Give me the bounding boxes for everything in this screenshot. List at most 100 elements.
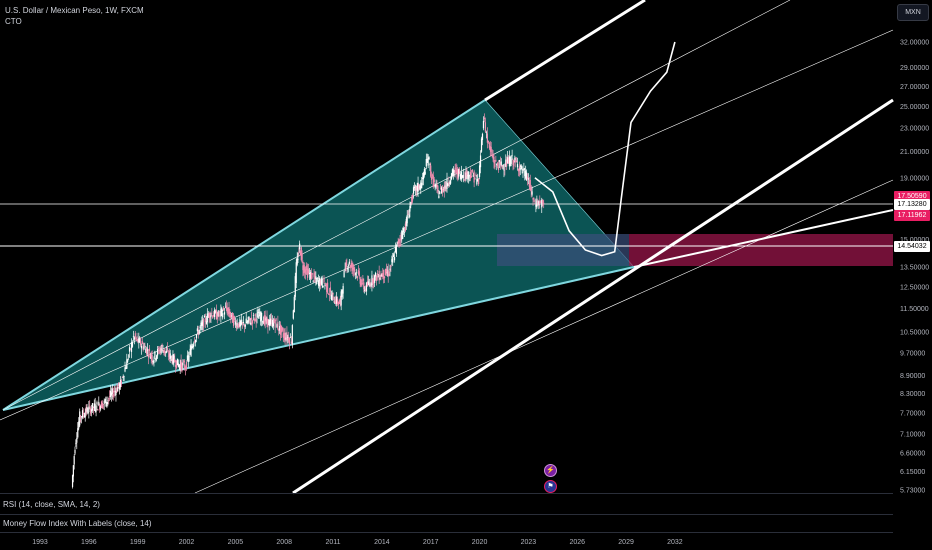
candle-body <box>478 178 480 185</box>
candle-body <box>385 268 388 274</box>
candle-body <box>419 185 421 190</box>
candle-body <box>253 318 255 321</box>
symbol-title[interactable]: U.S. Dollar / Mexican Peso, 1W, FXCM <box>5 6 144 15</box>
rising-wedge-fill <box>3 100 634 410</box>
candle-body <box>297 259 299 260</box>
candle-body <box>512 159 514 165</box>
candle-body <box>151 354 153 361</box>
candle-body <box>172 354 174 364</box>
flag-event-icon[interactable]: ⚑ <box>544 480 557 493</box>
candle-body <box>317 280 320 286</box>
candle-body <box>503 169 505 171</box>
candle-body <box>202 319 204 326</box>
indicator-label-cto[interactable]: CTO <box>5 17 22 26</box>
candle-body <box>256 313 258 318</box>
candle-body <box>274 323 276 328</box>
candle-body <box>114 390 116 392</box>
candle-body <box>267 318 269 328</box>
candle-body <box>414 185 416 190</box>
candle-body <box>176 358 179 366</box>
rsi-indicator-label[interactable]: RSI (14, close, SMA, 14, 2) <box>3 500 100 509</box>
candle-body <box>338 300 340 304</box>
pane-divider-rsi[interactable] <box>0 493 893 494</box>
candle-body <box>241 322 244 324</box>
candle-body <box>164 347 166 353</box>
candle-body <box>154 351 156 357</box>
wedge-upper-line[interactable] <box>2 99 486 411</box>
candle-body <box>529 179 531 190</box>
time-tick-label: 1996 <box>81 539 97 546</box>
candle-body <box>265 318 267 321</box>
price-tick-label: 23.00000 <box>900 126 929 133</box>
price-tag[interactable]: 17.13280 <box>894 199 930 210</box>
candle-body <box>109 396 111 397</box>
price-tag[interactable]: 17.50590 <box>894 191 930 202</box>
candle-body <box>487 140 489 143</box>
channel-lower-thin-line[interactable] <box>194 179 894 494</box>
candle-body <box>307 268 309 278</box>
candle-body <box>442 189 444 190</box>
time-axis[interactable]: 1993 1996 1999 2002 2005 2008 2011 2014 2017 2020… <box>32 539 683 546</box>
candle-body <box>299 250 302 256</box>
candle-body <box>345 262 347 272</box>
candle-body <box>156 349 159 356</box>
time-tick-label: 2032 <box>667 539 683 546</box>
candle-body <box>497 162 499 167</box>
candle-body <box>424 172 426 174</box>
candle-body <box>130 342 133 352</box>
time-tick-label: 2011 <box>326 539 341 546</box>
currency-selector[interactable]: MXN <box>897 4 929 21</box>
candle-body <box>369 282 371 287</box>
candle-body <box>185 362 188 369</box>
candle-body <box>187 355 189 363</box>
candle-body <box>303 265 305 274</box>
candle-body <box>401 230 403 239</box>
candle-body <box>258 315 260 319</box>
candle-body <box>233 316 236 320</box>
candle-body <box>245 318 247 324</box>
candle-body <box>145 348 147 353</box>
candle-body <box>289 338 291 344</box>
candle-body <box>354 269 356 272</box>
candle-body <box>327 293 330 295</box>
pane-divider-mfi[interactable] <box>0 514 893 515</box>
lightning-event-icon[interactable]: ⚡ <box>544 464 557 477</box>
candle-body <box>515 160 517 163</box>
wedge-lower-extension[interactable] <box>633 209 894 268</box>
candle-body <box>466 169 468 177</box>
candle-body <box>413 186 416 189</box>
projection-path[interactable] <box>534 41 676 257</box>
candle-body <box>336 298 339 304</box>
candle-body <box>366 281 369 286</box>
candle-body <box>108 398 110 400</box>
candle-body <box>288 337 290 342</box>
price-tag[interactable]: 17.11962 <box>894 210 930 221</box>
candle-body <box>275 318 277 321</box>
candle-body <box>344 268 346 270</box>
candle-body <box>379 278 381 280</box>
blue-support-zone[interactable] <box>497 234 629 266</box>
candle-body <box>212 315 214 318</box>
candle-body <box>452 169 454 176</box>
channel-upper-line[interactable] <box>484 0 646 102</box>
mfi-indicator-label[interactable]: Money Flow Index With Labels (close, 14) <box>3 519 152 528</box>
candle-body <box>365 282 368 292</box>
candle-body <box>175 364 177 368</box>
price-tag[interactable]: 14.54032 <box>894 241 930 252</box>
candle-body <box>260 312 263 321</box>
candle-body <box>454 167 456 173</box>
candle-body <box>531 191 533 195</box>
candle-body <box>99 405 101 410</box>
candle-body <box>94 403 96 412</box>
candle-body <box>517 168 520 172</box>
candle-body <box>106 401 108 405</box>
candle-body <box>298 251 300 254</box>
candle-body <box>359 278 361 284</box>
channel-lower-line[interactable] <box>292 98 894 495</box>
candle-body <box>270 319 273 321</box>
candle-body <box>337 301 340 305</box>
wedge-lower-line[interactable] <box>2 266 635 411</box>
pane-divider-time <box>0 532 893 533</box>
candle-body <box>484 122 487 132</box>
